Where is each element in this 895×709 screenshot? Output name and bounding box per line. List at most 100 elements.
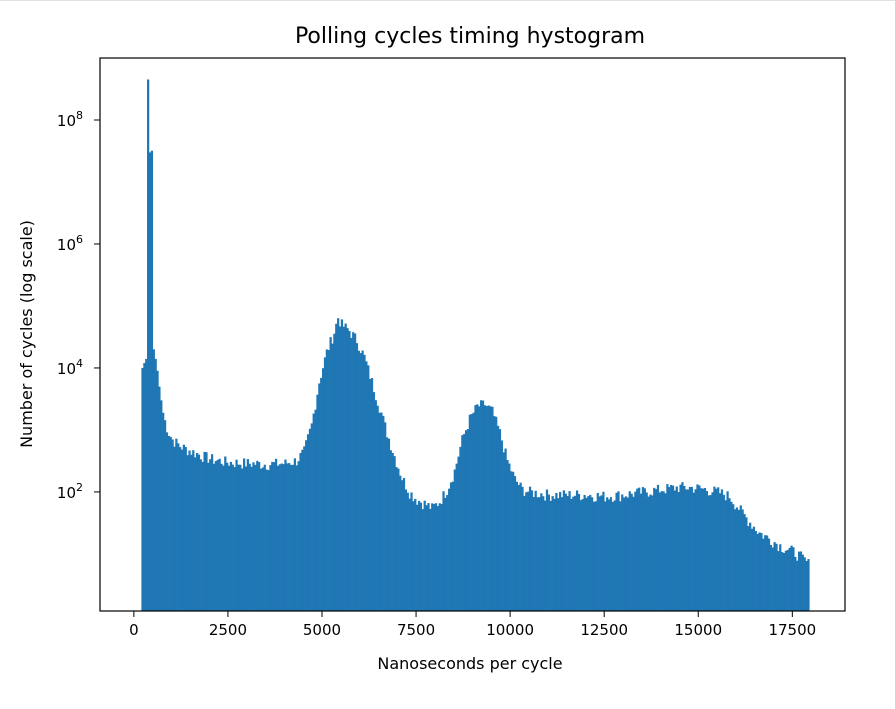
histogram-bar [393, 456, 396, 611]
plot-frame [99, 57, 846, 612]
histogram-bar [402, 477, 406, 611]
histogram-bar [291, 464, 295, 611]
histogram-bar [197, 454, 201, 611]
histogram-bar [269, 465, 272, 611]
histogram-bar [632, 496, 635, 611]
histogram-bar [224, 456, 227, 611]
histogram-bar [641, 487, 645, 611]
histogram-bar [485, 406, 488, 611]
histogram-bar [158, 386, 161, 611]
histogram-bar [335, 323, 338, 611]
histogram-bar [246, 459, 249, 611]
histogram-bar [385, 437, 389, 611]
histogram-bar [591, 497, 594, 611]
histogram-bar [611, 501, 614, 611]
histogram-bar [570, 498, 573, 611]
histogram-bar [715, 488, 718, 611]
histogram-bar [690, 486, 693, 611]
histogram-bar [801, 554, 804, 611]
histogram-bar [248, 463, 251, 611]
histogram-bar [431, 503, 434, 611]
histogram-bar [634, 491, 637, 611]
histogram-bar [478, 406, 481, 611]
histogram-bar [718, 493, 722, 611]
histogram-bar [607, 499, 611, 611]
histogram-bar [453, 469, 456, 611]
histogram-bar [261, 467, 265, 611]
histogram-bar [617, 491, 620, 611]
top-border-line [0, 0, 895, 1]
histogram-bar [372, 392, 376, 611]
histogram-bar [436, 506, 439, 611]
histogram-bar [671, 485, 675, 611]
histogram-bar [758, 532, 761, 611]
histogram-bar [480, 400, 483, 611]
histogram-bar [773, 542, 776, 611]
histogram-bar [653, 487, 656, 611]
histogram-bar [792, 547, 795, 611]
histogram-bar [338, 326, 342, 611]
histogram-bar [278, 464, 281, 611]
histogram-bar [647, 496, 650, 611]
histogram-bar [416, 504, 419, 611]
x-axis-label: Nanoseconds per cycle [377, 654, 562, 673]
histogram-bar [180, 449, 184, 611]
histogram-bar [408, 498, 411, 611]
histogram-bar [425, 505, 428, 611]
histogram-bar [162, 412, 165, 611]
histogram-bar [214, 461, 217, 611]
histogram-bar [301, 449, 304, 611]
histogram-bar [564, 493, 567, 611]
histogram-bar [256, 460, 259, 611]
histogram-bar [461, 435, 464, 611]
histogram-bar [630, 493, 633, 611]
histogram-bar [523, 495, 526, 611]
histogram-bar [786, 549, 789, 611]
y-axis: 102 104 106 108 [57, 109, 100, 502]
histogram-bar [263, 464, 266, 611]
histogram-bar [615, 492, 618, 611]
histogram-bar [696, 484, 699, 611]
histogram-bar [662, 491, 665, 611]
histogram-bar [747, 526, 750, 611]
histogram-bar [602, 491, 605, 611]
y-tick-label: 106 [57, 233, 83, 254]
histogram-bar [171, 439, 174, 611]
y-tick-label: 104 [57, 357, 83, 378]
histogram-bar [498, 429, 502, 611]
histogram-bar [237, 464, 240, 611]
histogram-bar [528, 486, 532, 611]
histogram-bar [566, 496, 569, 611]
histogram-bar [474, 405, 477, 611]
histogram-bar [645, 492, 648, 611]
histogram-bar [598, 496, 601, 611]
histogram-bar [636, 488, 639, 611]
histogram-bar [333, 333, 336, 611]
histogram-bar [406, 492, 409, 611]
histogram-bar [557, 498, 560, 611]
histogram-bar [427, 503, 430, 611]
histogram-bar [382, 415, 385, 611]
histogram-bar [726, 491, 729, 611]
x-tick-label: 15000 [674, 621, 722, 639]
histogram-bar [316, 394, 319, 611]
histogram-bar [222, 465, 225, 611]
histogram-bar [145, 358, 148, 611]
histogram-bar [194, 457, 197, 611]
histogram-bar [293, 458, 297, 611]
histogram-bar [308, 428, 312, 611]
histogram-bar [577, 493, 581, 611]
histogram-bar [271, 461, 274, 611]
histogram-bar [685, 489, 688, 611]
histogram-bar [365, 361, 368, 611]
histogram-bar [709, 495, 712, 611]
histogram-bar [579, 500, 582, 611]
x-tick-label: 5000 [303, 621, 341, 639]
histogram-bar [495, 416, 498, 611]
histogram-bar [446, 495, 449, 611]
histogram-bar [532, 496, 535, 611]
histogram-bar [432, 503, 436, 611]
histogram-bar [177, 443, 180, 611]
histogram-bar [303, 446, 306, 611]
